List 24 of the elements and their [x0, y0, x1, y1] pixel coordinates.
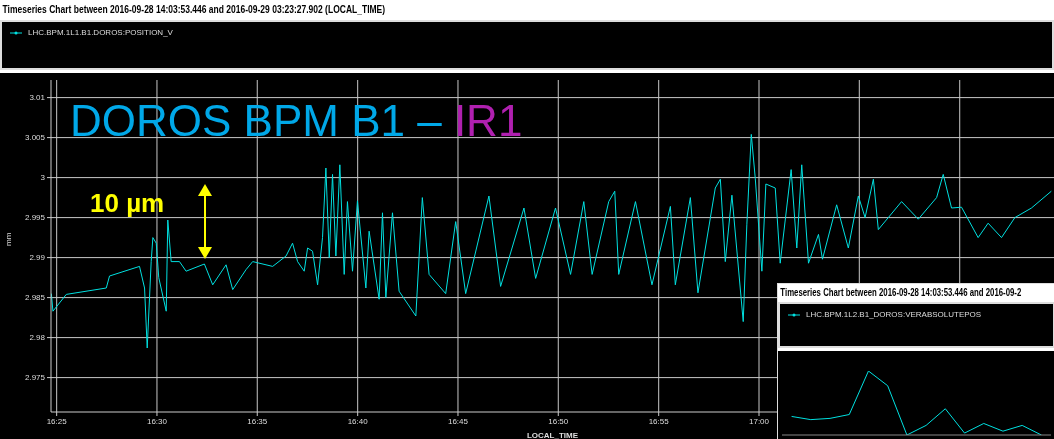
legend-label: LHC.BPM.1L2.B1_DOROS:VERABSOLUTEPOS [806, 310, 982, 319]
legend-label: LHC.BPM.1L1.B1.DOROS:POSITION_V [28, 28, 173, 37]
x-tick-label: 16:45 [447, 416, 469, 426]
x-tick-label: 16:30 [146, 416, 168, 426]
y-tick-label: 3.01 [29, 93, 46, 103]
x-tick-label: 16:55 [648, 416, 670, 426]
x-tick-label: 16:40 [347, 416, 369, 426]
y-tick-label: 2.99 [29, 253, 46, 263]
y-tick-label: 2.975 [24, 373, 46, 383]
y-axis-title: mm [3, 232, 13, 246]
y-tick-label: 3.005 [24, 133, 46, 143]
chart-title: Timeseries Chart between 2016-09-28 14:03:53.446 and 2016-09-2 [779, 286, 1022, 300]
y-tick-label: 2.995 [24, 213, 46, 223]
chart-title: Timeseries Chart between 2016-09-28 14:03:53.446 and 2016-09-29 03:23:27.902 (LOCAL_TIME) [1, 3, 386, 17]
y-tick-label: 2.985 [24, 293, 46, 303]
annotation: IR1 [453, 96, 523, 145]
x-tick-label: 16:50 [548, 416, 569, 426]
y-tick-label: 2.98 [29, 333, 46, 343]
x-tick-label: 17:00 [748, 416, 770, 426]
x-axis-title: LOCAL_TIME [526, 431, 579, 439]
x-tick-label: 16:25 [46, 416, 68, 426]
y-tick-label: 3 [40, 173, 46, 183]
x-tick-label: 16:35 [247, 416, 268, 426]
annotation: 10 µm [90, 188, 165, 218]
